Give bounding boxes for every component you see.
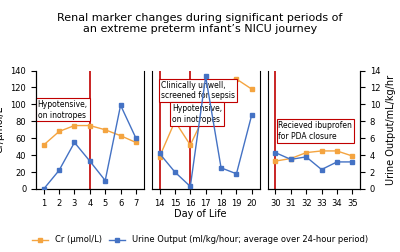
Text: Hypotensive,
on inotropes: Hypotensive, on inotropes <box>38 100 88 119</box>
Text: Hypotensive,
on inotropes: Hypotensive, on inotropes <box>172 104 222 124</box>
Text: Clinically unwell,
screened for sepsis: Clinically unwell, screened for sepsis <box>161 81 235 100</box>
Text: Renal marker changes during significant periods of
an extreme preterm infant’s N: Renal marker changes during significant … <box>57 13 343 34</box>
Text: Day of Life: Day of Life <box>174 209 226 219</box>
Y-axis label: Cr/μmol/L: Cr/μmol/L <box>0 106 5 153</box>
Y-axis label: Urine Output/mL/kg/hr: Urine Output/mL/kg/hr <box>386 75 396 185</box>
Legend: Cr (μmol/L), Urine Output (ml/kg/hour; average over 24-hour period): Cr (μmol/L), Urine Output (ml/kg/hour; a… <box>28 232 372 248</box>
Text: Recieved ibuprofen
for PDA closure: Recieved ibuprofen for PDA closure <box>278 121 352 141</box>
